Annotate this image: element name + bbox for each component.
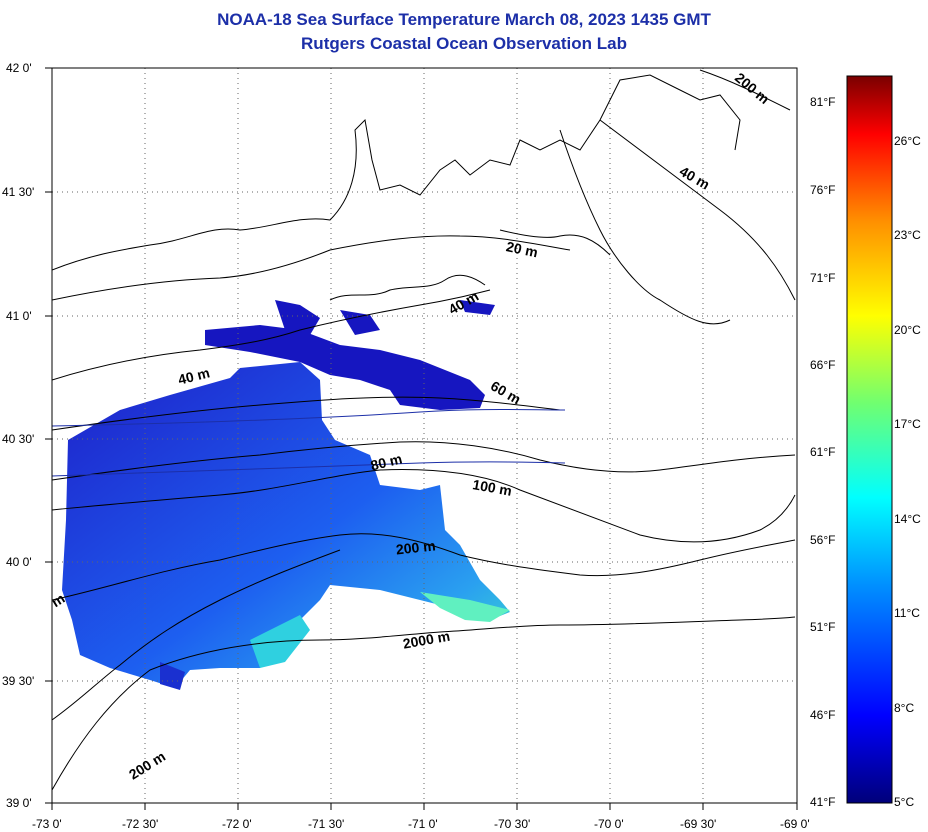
contour-80m [52, 441, 796, 481]
lon-label: -72 0' [222, 817, 252, 831]
contour-label: 200 m [395, 537, 436, 557]
bathymetry-contours [52, 69, 796, 791]
celsius-label: 17°C [894, 417, 921, 431]
celsius-label: 14°C [894, 512, 921, 526]
contour-60m [52, 396, 561, 431]
sst-nearshore-patch [460, 300, 495, 315]
contour-200m-northeast [699, 69, 791, 111]
sst-nearshore-patch [160, 662, 185, 690]
contour-label: 2000 m [402, 628, 452, 652]
lat-label: 41 30' [2, 185, 34, 199]
longitude-labels: -73 0' -72 30' -72 0' -71 30' -71 0' -70… [32, 817, 810, 831]
fahrenheit-label: 46°F [810, 708, 835, 722]
sst-nearshore-patch [205, 325, 485, 410]
contour-label: 20 m [505, 238, 540, 260]
fahrenheit-label: 76°F [810, 183, 835, 197]
lat-label: 41 0' [6, 309, 32, 323]
colorbar: 81°F 76°F 71°F 66°F 61°F 56°F 51°F 46°F … [810, 75, 921, 809]
contour-label: 60 m [488, 378, 524, 408]
fahrenheit-label: 56°F [810, 533, 835, 547]
lat-label: 39 30' [2, 674, 34, 688]
transect-line [52, 409, 566, 427]
fahrenheit-label: 81°F [810, 95, 835, 109]
contour-100m [52, 469, 796, 543]
lon-label: -73 0' [32, 817, 62, 831]
lat-label: 40 30' [2, 432, 34, 446]
coastline [499, 229, 611, 256]
contour-40m [52, 289, 491, 381]
lat-label: 39 0' [6, 796, 32, 810]
transect-line [52, 461, 566, 477]
coastline [52, 74, 741, 271]
celsius-label: 23°C [894, 228, 921, 242]
lat-label: 42 0' [6, 61, 32, 75]
contour-label: 40 m [176, 364, 211, 387]
contour-label: 80 m [369, 450, 404, 473]
fahrenheit-label: 71°F [810, 271, 835, 285]
celsius-label: 20°C [894, 323, 921, 337]
fahrenheit-label: 61°F [810, 445, 835, 459]
sst-nearshore-patch [340, 310, 380, 335]
celsius-label: 8°C [894, 701, 914, 715]
map-title: NOAA-18 Sea Surface Temperature March 08… [217, 10, 711, 29]
contour-2000m [52, 616, 796, 791]
fahrenheit-label: 66°F [810, 358, 835, 372]
sst-nearshore-patch [275, 300, 320, 335]
contour-label: 200 m [126, 748, 168, 783]
lon-label: -70 0' [594, 817, 624, 831]
latitude-labels: 42 0' 41 30' 41 0' 40 30' 40 0' 39 30' 3… [2, 61, 34, 810]
lon-label: -69 0' [780, 817, 810, 831]
contour-200m [52, 533, 796, 601]
lon-label: -70 30' [494, 817, 530, 831]
contour-40m-outer [599, 119, 796, 301]
coastline [559, 129, 731, 325]
map-subtitle: Rutgers Coastal Ocean Observation Lab [301, 34, 627, 53]
fahrenheit-label: 51°F [810, 620, 835, 634]
celsius-label: 26°C [894, 134, 921, 148]
contour-20m [52, 235, 571, 301]
colorbar-gradient [846, 75, 893, 804]
sst-main-patch [62, 362, 510, 688]
contour-label: 40 m [677, 163, 713, 193]
sst-warm-patch [420, 592, 510, 622]
celsius-label: 11°C [894, 606, 920, 620]
lon-label: -69 30' [680, 817, 716, 831]
contour-label: 100 m [471, 476, 513, 499]
lon-label: -72 30' [122, 817, 158, 831]
contour-label: 200 m [732, 69, 773, 107]
lat-label: 40 0' [6, 555, 32, 569]
axis-ticks [45, 67, 798, 810]
graticule [52, 68, 797, 803]
lon-label: -71 30' [308, 817, 344, 831]
contour-200m-south [52, 549, 341, 721]
coastline [329, 274, 486, 301]
celsius-label: 5°C [894, 795, 914, 809]
fahrenheit-label: 41°F [810, 795, 835, 809]
lon-label: -71 0' [408, 817, 438, 831]
